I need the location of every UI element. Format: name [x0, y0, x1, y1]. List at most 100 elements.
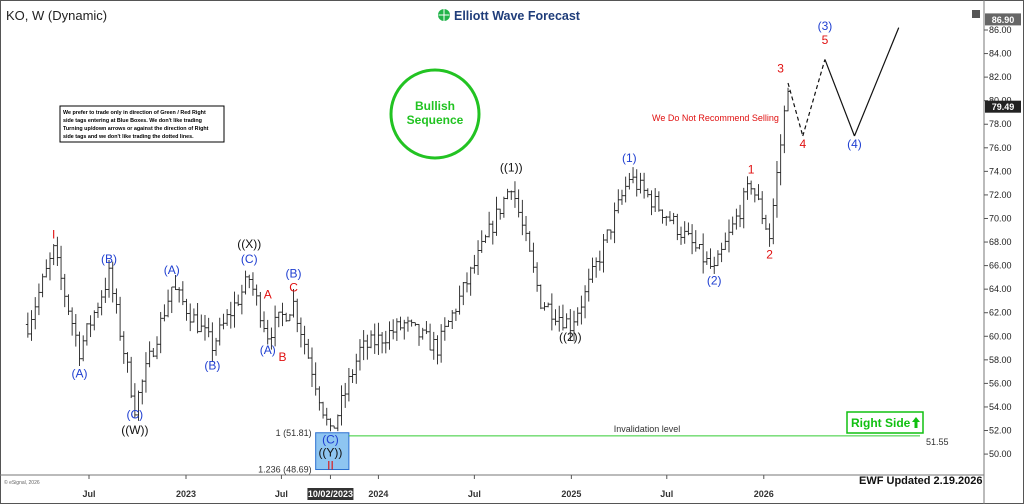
- ohlc-bar: [682, 221, 687, 244]
- ohlc-bar: [590, 257, 595, 283]
- wave-label: A: [264, 288, 272, 302]
- ohlc-bar: [435, 335, 440, 365]
- ohlc-bar: [778, 134, 783, 186]
- ohlc-bar: [55, 236, 60, 266]
- ohlc-bar: [136, 390, 141, 421]
- ohlc-bar: [140, 379, 145, 405]
- high-price-badge-text: 86.90: [992, 15, 1015, 25]
- wave-label: ((1)): [500, 160, 523, 174]
- right-side-tag: Right Side: [846, 411, 924, 434]
- ohlc-bar: [730, 216, 735, 236]
- ohlc-bar: [649, 190, 654, 216]
- ohlc-bar: [586, 268, 591, 302]
- ohlc-bar: [498, 208, 503, 220]
- ohlc-bar: [431, 331, 436, 360]
- ohlc-bar: [771, 198, 776, 245]
- ohlc-bar: [262, 311, 267, 333]
- ohlc-bar: [472, 254, 477, 274]
- ohlc-bar: [745, 176, 750, 200]
- y-tick-label: 84.00: [989, 49, 1012, 59]
- ohlc-bar: [572, 310, 576, 342]
- x-tick-label: 2023: [176, 489, 196, 499]
- ohlc-bar: [177, 287, 182, 303]
- settings-icon[interactable]: [972, 10, 980, 18]
- ohlc-bar: [335, 414, 340, 432]
- ohlc-bar: [505, 188, 510, 200]
- ohlc-bar: [527, 231, 532, 252]
- ohlc-bar: [36, 283, 41, 316]
- ohlc-bar: [549, 293, 554, 331]
- ohlc-bar: [195, 302, 200, 334]
- ohlc-bar: [361, 330, 366, 361]
- y-tick-label: 76.00: [989, 143, 1012, 153]
- wave-label: 4: [799, 137, 806, 151]
- ohlc-bar: [664, 215, 669, 226]
- ohlc-bar: [254, 284, 259, 306]
- ohlc-bar: [752, 188, 757, 203]
- right-side-frame: [846, 411, 924, 434]
- ohlc-bar: [446, 320, 451, 327]
- ohlc-bar: [62, 273, 67, 308]
- ohlc-bar: [627, 172, 632, 190]
- ohlc-bar: [376, 322, 381, 355]
- ohlc-bar: [442, 317, 447, 341]
- ohlc-bar: [535, 262, 540, 292]
- ohlc-bar: [575, 307, 580, 326]
- wave-label: (B): [204, 358, 220, 372]
- ohlc-bar: [631, 167, 636, 184]
- ohlc-bar: [214, 337, 219, 356]
- ohlc-bar: [642, 172, 647, 199]
- ohlc-bar: [225, 309, 230, 326]
- wave-label: (3): [818, 19, 833, 33]
- ohlc-bar: [47, 252, 52, 281]
- ohlc-bar: [560, 304, 565, 331]
- ohlc-bar: [350, 369, 355, 383]
- ohlc-bar: [210, 322, 215, 362]
- ohlc-bar: [693, 230, 698, 252]
- wave-label: ((X)): [237, 237, 261, 251]
- bullish-circle: [389, 68, 481, 160]
- ohlc-bar: [690, 224, 695, 255]
- ohlc-bar: [420, 327, 425, 340]
- ohlc-bar: [667, 211, 672, 222]
- wave-label: II: [327, 458, 334, 472]
- ohlc-bar: [479, 230, 484, 253]
- ohlc-bar: [557, 305, 562, 332]
- wave-label: I: [52, 228, 55, 242]
- ohlc-bar: [51, 244, 56, 266]
- ohlc-bar: [118, 296, 123, 341]
- y-tick-label: 80.00: [989, 96, 1012, 106]
- projection-segment: [824, 59, 856, 137]
- note-line-3: Turning up/down arrows or against the di…: [63, 126, 209, 132]
- ohlc-bar: [276, 311, 281, 328]
- x-tick-label: 2026: [754, 489, 774, 499]
- y-tick-label: 58.00: [989, 355, 1012, 365]
- ohlc-bar: [236, 294, 241, 307]
- ohlc-bar: [726, 219, 731, 253]
- ohlc-bar: [417, 323, 422, 346]
- ohlc-bar: [84, 323, 89, 346]
- up-arrow-icon: [912, 417, 920, 428]
- ohlc-bar: [302, 325, 307, 355]
- ohlc-bar: [501, 196, 506, 218]
- ohlc-bar: [612, 202, 617, 244]
- ohlc-bar: [121, 331, 126, 364]
- ohlc-bar: [33, 297, 38, 330]
- copyright: © eSignal, 2026: [4, 479, 40, 486]
- y-tick-label: 74.00: [989, 166, 1012, 176]
- ohlc-bar: [483, 234, 488, 244]
- ohlc-bar: [291, 289, 296, 318]
- ohlc-bar: [490, 220, 495, 245]
- wave-label: ((W)): [121, 423, 148, 437]
- ohlc-bar: [169, 286, 174, 314]
- brand-name: Elliott Wave Forecast: [454, 9, 581, 23]
- ohlc-bar: [398, 316, 403, 331]
- ohlc-bar: [564, 313, 569, 329]
- ohlc-bar: [679, 226, 684, 245]
- blue-box-upper-label: 1 (51.81): [276, 428, 312, 438]
- ohlc-bar: [749, 180, 754, 195]
- ohlc-bar: [313, 362, 318, 396]
- ohlc-bar: [59, 245, 64, 291]
- wave-label: C: [289, 281, 298, 295]
